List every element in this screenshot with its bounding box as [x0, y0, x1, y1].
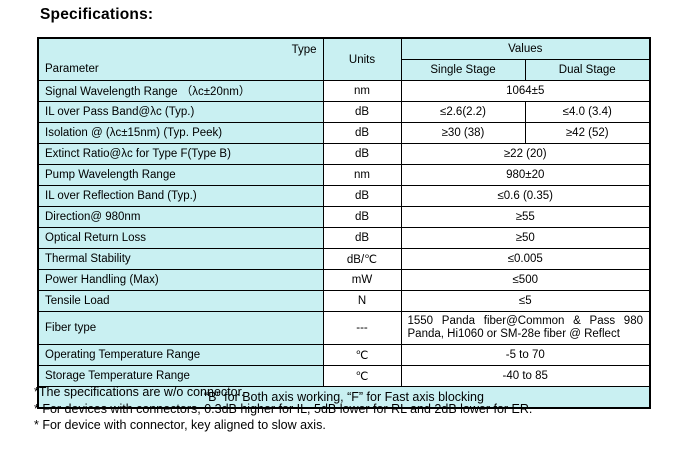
footnote-line: * For device with connector, key aligned…: [34, 418, 326, 432]
units-cell: dB: [322, 101, 402, 123]
value-cell: 980±20: [400, 164, 651, 186]
units-cell: dB: [322, 122, 402, 144]
value-cell: ≤500: [400, 269, 651, 291]
param-cell: Extinct Ratio@λc for Type F(Type B): [37, 143, 324, 165]
footnotes: *The specifications are w/o connector. *…: [34, 384, 532, 434]
table-row: Fiber type --- 1550 Panda fiber@Common &…: [37, 311, 651, 345]
single-stage-header-cell: Single Stage: [400, 59, 526, 81]
values-header-cell: Values: [400, 37, 651, 60]
param-cell: Operating Temperature Range: [37, 344, 324, 366]
param-cell: Thermal Stability: [37, 248, 324, 270]
type-header-label: Type: [291, 43, 317, 56]
table-row: IL over Pass Band@λc (Typ.) dB ≤2.6(2.2)…: [37, 101, 651, 123]
dual-stage-value-cell: ≥42 (52): [524, 122, 651, 144]
value-cell: ≥50: [400, 227, 651, 249]
header-row-top: Type Parameter Units Values: [37, 37, 651, 81]
param-cell: Pump Wavelength Range: [37, 164, 324, 186]
table-row: Isolation @ (λc±15nm) (Typ. Peek) dB ≥30…: [37, 122, 651, 144]
parameter-header-label: Parameter: [45, 62, 99, 75]
value-cell: 1064±5: [400, 80, 651, 102]
param-cell: Isolation @ (λc±15nm) (Typ. Peek): [37, 122, 324, 144]
param-cell: Optical Return Loss: [37, 227, 324, 249]
units-cell: ℃: [322, 365, 402, 387]
param-cell: Tensile Load: [37, 290, 324, 312]
table-row: Operating Temperature Range ℃ -5 to 70: [37, 344, 651, 366]
value-cell: -40 to 85: [400, 365, 651, 387]
table-row: Direction@ 980nm dB ≥55: [37, 206, 651, 228]
value-cell: ≤0.005: [400, 248, 651, 270]
units-cell: dB: [322, 227, 402, 249]
table-row: Tensile Load N ≤5: [37, 290, 651, 312]
dual-stage-header-cell: Dual Stage: [524, 59, 651, 81]
table-row: Signal Wavelength Range （λc±20nm） nm 106…: [37, 80, 651, 102]
table-row: Extinct Ratio@λc for Type F(Type B) dB ≥…: [37, 143, 651, 165]
value-cell: ≥55: [400, 206, 651, 228]
units-cell: mW: [322, 269, 402, 291]
value-cell: 1550 Panda fiber@Common & Pass 980 Panda…: [400, 311, 651, 345]
table-row: Pump Wavelength Range nm 980±20: [37, 164, 651, 186]
units-cell: dB/℃: [322, 248, 402, 270]
dual-stage-value-cell: ≤4.0 (3.4): [524, 101, 651, 123]
units-cell: ---: [322, 311, 402, 345]
units-cell: nm: [322, 80, 402, 102]
page-title: Specifications:: [40, 6, 154, 23]
units-cell: dB: [322, 143, 402, 165]
param-cell: Direction@ 980nm: [37, 206, 324, 228]
param-cell: IL over Pass Band@λc (Typ.): [37, 101, 324, 123]
units-cell: dB: [322, 185, 402, 207]
table-row: Power Handling (Max) mW ≤500: [37, 269, 651, 291]
axis-note-cell: “B” for Both axis working, “F” for Fast …: [37, 386, 651, 409]
header-row-sub: Single Stage Dual Stage: [38, 59, 651, 81]
param-type-header-cell: Type Parameter: [37, 37, 324, 81]
table-row: IL over Reflection Band (Typ.) dB ≤0.6 (…: [37, 185, 651, 207]
specifications-table: Type Parameter Units Values Single Stage…: [37, 37, 651, 409]
units-cell: N: [322, 290, 402, 312]
value-cell: ≥22 (20): [400, 143, 651, 165]
units-cell: dB: [322, 206, 402, 228]
param-cell: Signal Wavelength Range （λc±20nm）: [37, 80, 324, 102]
param-cell: IL over Reflection Band (Typ.): [37, 185, 324, 207]
table-row: Thermal Stability dB/℃ ≤0.005: [37, 248, 651, 270]
footnote-line: *The specifications are w/o connector.: [34, 385, 245, 399]
table-row: Optical Return Loss dB ≥50: [37, 227, 651, 249]
units-cell: nm: [322, 164, 402, 186]
units-cell: ℃: [322, 344, 402, 366]
units-header-cell: Units: [322, 37, 402, 81]
param-cell: Power Handling (Max): [37, 269, 324, 291]
value-cell: -5 to 70: [400, 344, 651, 366]
value-cell: ≤0.6 (0.35): [400, 185, 651, 207]
footer-note-row: “B” for Both axis working, “F” for Fast …: [37, 386, 651, 409]
single-stage-value-cell: ≥30 (38): [400, 122, 526, 144]
param-cell: Fiber type: [37, 311, 324, 345]
table-row: Storage Temperature Range ℃ -40 to 85: [37, 365, 651, 387]
param-cell: Storage Temperature Range: [37, 365, 324, 387]
value-cell: ≤5: [400, 290, 651, 312]
footnote-line: * For devices with connectors, 0.3dB hig…: [34, 401, 533, 416]
single-stage-value-cell: ≤2.6(2.2): [400, 101, 526, 123]
